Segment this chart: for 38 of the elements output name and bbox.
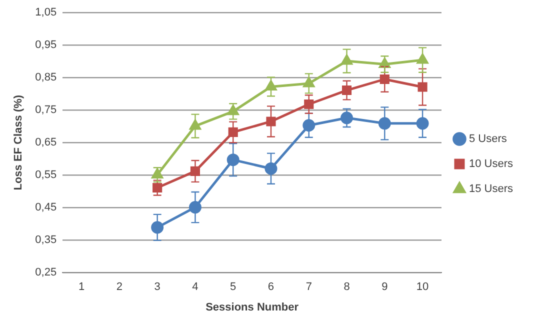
legend-label: 15 Users (468, 183, 514, 196)
y-tick-label: 0,85 (35, 72, 57, 84)
y-tick-label: 0,35 (35, 234, 57, 246)
point (228, 127, 238, 137)
point (228, 105, 239, 116)
y-tick-label: 0,55 (35, 169, 57, 182)
y-tick-label: 0,45 (35, 202, 57, 214)
x-tick-label: 3 (154, 281, 160, 294)
x-tick-label: 5 (230, 281, 236, 294)
y-tick-label: 0,75 (35, 104, 57, 116)
legend-label: 5 Users (468, 133, 508, 146)
x-tick-label: 9 (382, 281, 388, 294)
point (341, 54, 352, 65)
point (190, 120, 201, 130)
x-axis-title: Sessions Number (206, 301, 300, 314)
legend-label: 10 Users (468, 158, 514, 170)
x-tick-label: 1 (78, 281, 85, 294)
x-tick-label: 10 (416, 281, 429, 294)
point (264, 162, 278, 175)
y-tick-label: 0,25 (35, 266, 57, 279)
point (416, 117, 429, 130)
x-tick-label: 4 (192, 281, 198, 294)
y-tick-label: 0,65 (35, 136, 57, 149)
point (226, 154, 240, 166)
x-tick-label: 8 (344, 281, 350, 294)
point (265, 80, 277, 90)
point (303, 77, 314, 88)
point (302, 119, 316, 132)
x-tick-label: 2 (116, 281, 123, 294)
point (304, 99, 314, 110)
point (418, 82, 428, 92)
point (266, 116, 276, 126)
x-tick-label: 7 (306, 281, 312, 294)
point (416, 54, 428, 64)
y-tick-label: 0,95 (35, 39, 57, 52)
y-axis-title: Loss EF Class (%) (12, 94, 25, 190)
x-tick-label: 6 (268, 281, 274, 294)
y-tick-label: 1,05 (35, 6, 57, 19)
